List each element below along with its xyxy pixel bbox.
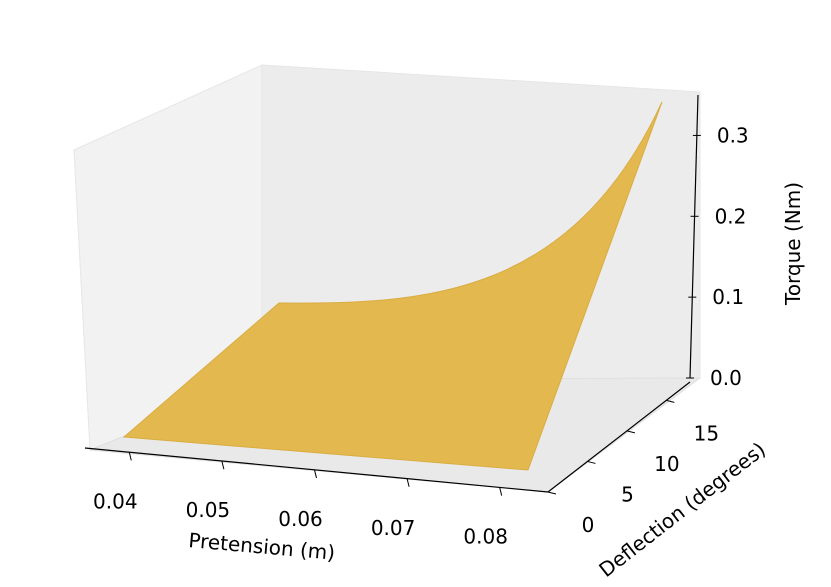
x-tick-label: 0.05 — [186, 498, 231, 522]
x-axis-line — [84, 447, 549, 493]
y-axis-ticks: 0 5 10 15 — [547, 399, 719, 537]
x-tick-label: 0.06 — [278, 507, 323, 531]
x-tick-mark — [221, 461, 225, 470]
y-tick-label: 5 — [621, 482, 634, 506]
y-axis-label: Deflection (degrees) — [594, 437, 770, 582]
y-tick-label: 10 — [654, 452, 679, 476]
z-axis-line — [689, 94, 699, 379]
x-tick-mark — [499, 487, 503, 496]
z-axis-label: Torque (Nm) — [781, 182, 805, 306]
x-axis-label: Pretension (m) — [188, 528, 336, 565]
z-tick-label: 0.0 — [710, 366, 742, 390]
y-tick-label: 0 — [582, 513, 595, 537]
x-tick-label: 0.08 — [463, 525, 508, 549]
x-tick-mark — [406, 478, 410, 487]
y-tick-mark — [587, 460, 596, 464]
z-tick-label: 0.1 — [712, 285, 744, 309]
x-tick-label: 0.04 — [93, 489, 138, 513]
z-tick-label: 0.2 — [715, 204, 747, 228]
y-tick-mark — [547, 491, 557, 495]
x-tick-mark — [314, 469, 317, 479]
y-tick-label: 15 — [694, 421, 719, 445]
y-tick-mark — [626, 430, 636, 434]
y-tick-mark — [666, 399, 675, 403]
torque-surface — [122, 101, 663, 471]
z-axis-ticks: 0.0 0.1 0.2 0.3 — [686, 123, 749, 390]
x-tick-label: 0.07 — [371, 516, 416, 540]
z-tick-label: 0.3 — [717, 123, 749, 147]
x-tick-mark — [128, 452, 132, 461]
x-axis-ticks: 0.04 0.05 0.06 0.07 0.08 — [93, 452, 508, 549]
